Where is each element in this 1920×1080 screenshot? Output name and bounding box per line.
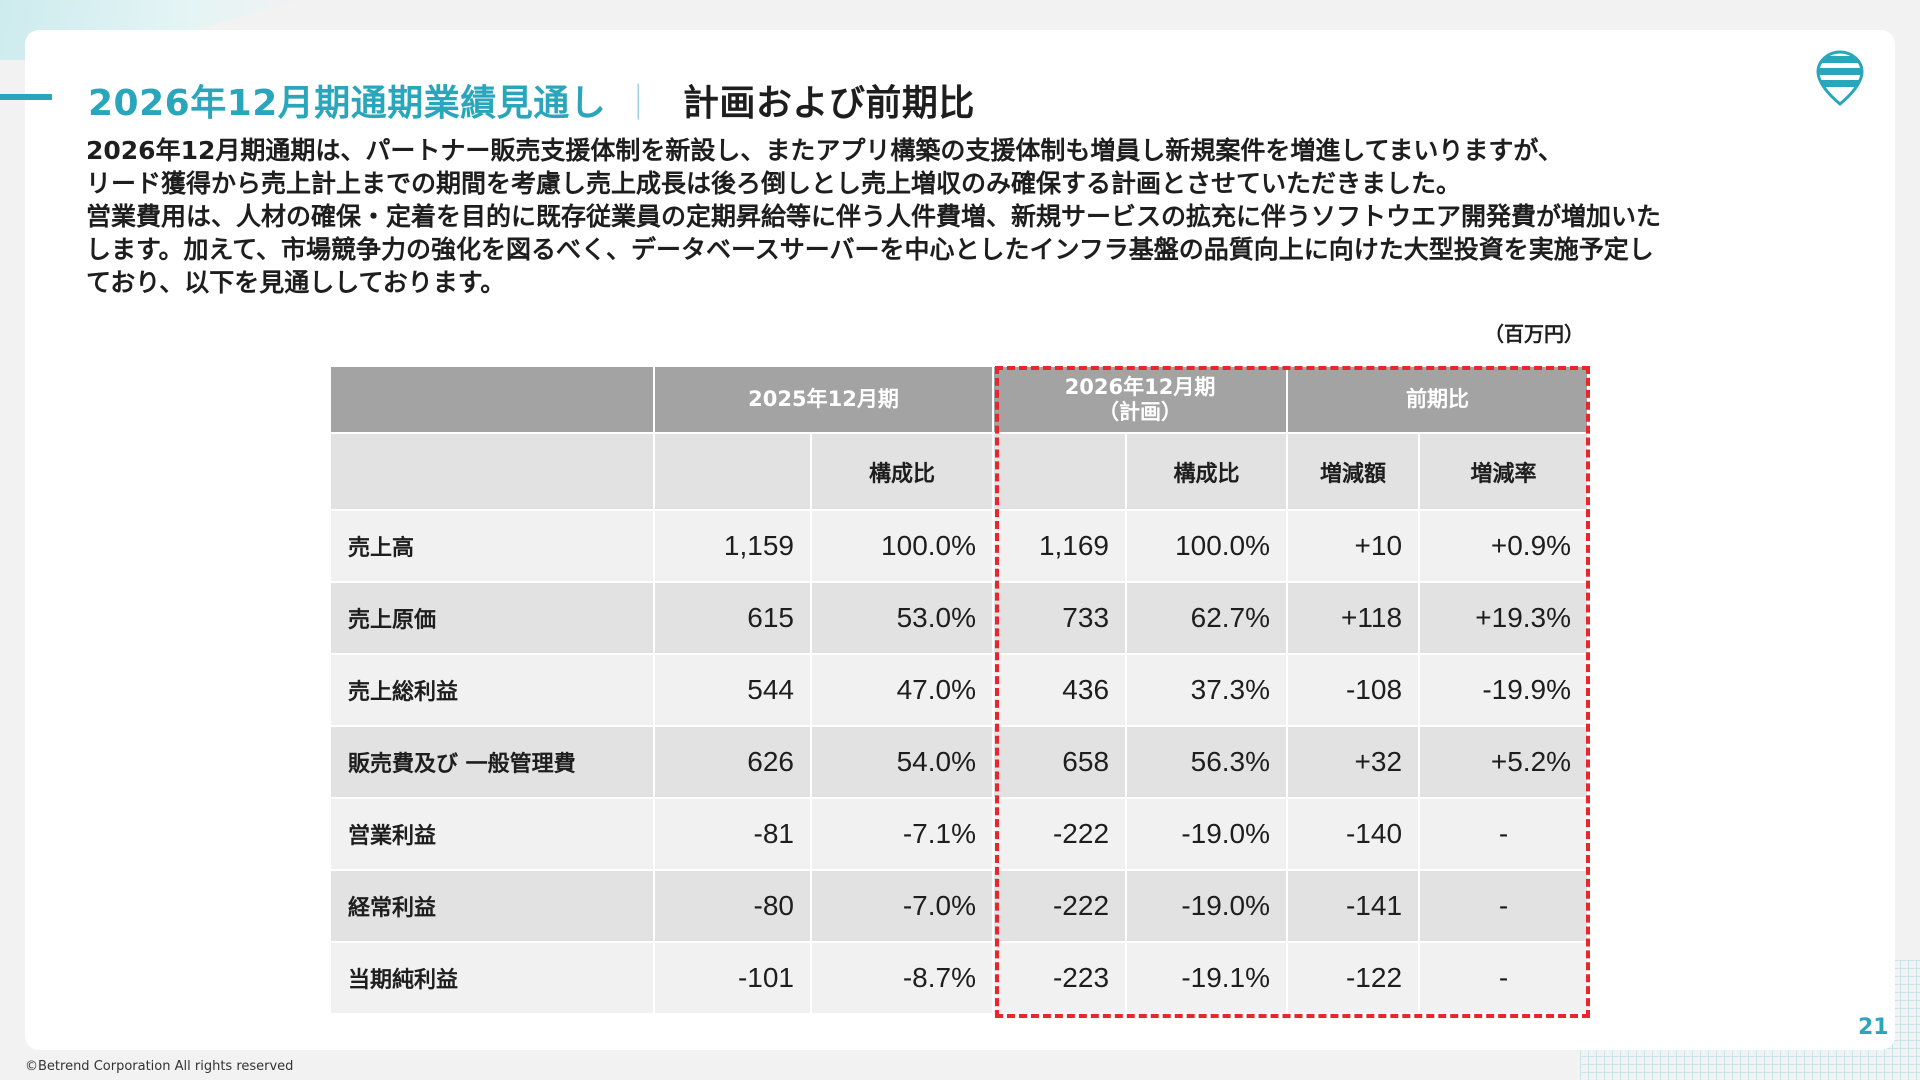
header-prior-period: 2025年12月期 [655, 367, 995, 434]
cell-plan: 1,169 [994, 511, 1128, 583]
row-label: 売上高 [331, 511, 655, 583]
cell-prior: -80 [655, 871, 812, 943]
cell-rate: +19.3% [1420, 583, 1590, 655]
cell-prior: -101 [655, 943, 812, 1015]
cell-plan-ratio: -19.0% [1127, 799, 1289, 871]
cell-prior: 1,159 [655, 511, 812, 583]
copyright: ©Betrend Corporation All rights reserved [25, 1059, 294, 1074]
header-blank [331, 367, 655, 434]
cell-change: -140 [1288, 799, 1421, 871]
header-yoy: 前期比 [1288, 367, 1590, 434]
header-plan-line1: 2026年12月期 [1064, 374, 1216, 399]
cell-prior-ratio: -7.1% [812, 799, 995, 871]
description-line: ており、以下を見通ししております。 [86, 268, 506, 297]
description-line: リード獲得から売上計上までの期間を考慮し売上成長は後ろ倒しとし売上増収のみ確保す… [86, 169, 1462, 198]
subheader-change-amount: 増減額 [1288, 434, 1421, 511]
cell-plan: 733 [994, 583, 1128, 655]
financial-table: 2025年12月期 2026年12月期 （計画） 前期比 構成比 構成比 増減額… [331, 367, 1590, 1015]
cell-prior: 626 [655, 727, 812, 799]
cell-plan: -222 [994, 871, 1128, 943]
subheader-prior-ratio: 構成比 [812, 434, 995, 511]
cell-plan-ratio: 100.0% [1127, 511, 1289, 583]
cell-rate: +0.9% [1420, 511, 1590, 583]
page-number: 21 [1858, 1015, 1889, 1040]
cell-change: +32 [1288, 727, 1421, 799]
row-label: 販売費及び 一般管理費 [331, 727, 655, 799]
row-label: 売上原価 [331, 583, 655, 655]
header-row-groups: 2025年12月期 2026年12月期 （計画） 前期比 [331, 367, 1590, 434]
cell-change: -141 [1288, 871, 1421, 943]
header-plan-line2: （計画） [1098, 399, 1183, 424]
cell-prior-ratio: -8.7% [812, 943, 995, 1015]
table-row: 売上原価 615 53.0% 733 62.7% +118 +19.3% [331, 583, 1590, 655]
cell-plan: -223 [994, 943, 1128, 1015]
cell-change: -122 [1288, 943, 1421, 1015]
table-row: 営業利益 -81 -7.1% -222 -19.0% -140 - [331, 799, 1590, 871]
title-sub: 計画および前期比 [682, 83, 975, 124]
cell-plan-ratio: 37.3% [1127, 655, 1289, 727]
title-separator: ｜ [620, 83, 657, 124]
row-label: 売上総利益 [331, 655, 655, 727]
cell-change: -108 [1288, 655, 1421, 727]
cell-prior-ratio: 53.0% [812, 583, 995, 655]
slide-title: 2026年12月期通期業績見通し ｜ 計画および前期比 [88, 74, 975, 126]
cell-prior-ratio: -7.0% [812, 871, 995, 943]
cell-plan: -222 [994, 799, 1128, 871]
cell-rate: - [1420, 871, 1590, 943]
description-line: 2026年12月期通期は、パートナー販売支援体制を新設し、またアプリ構築の支援体… [86, 136, 1563, 165]
cell-prior: 544 [655, 655, 812, 727]
cell-plan: 658 [994, 727, 1128, 799]
cell-plan-ratio: 62.7% [1127, 583, 1289, 655]
cell-prior: 615 [655, 583, 812, 655]
subheader-plan-ratio: 構成比 [1127, 434, 1289, 511]
betrend-logo-icon [1816, 50, 1864, 106]
cell-change: +118 [1288, 583, 1421, 655]
description-line: 営業費用は、人材の確保・定着を目的に既存従業員の定期昇給等に伴う人件費増、新規サ… [86, 202, 1662, 231]
subheader-prior-value [655, 434, 812, 511]
subheader-blank [331, 434, 655, 511]
table-row: 経常利益 -80 -7.0% -222 -19.0% -141 - [331, 871, 1590, 943]
cell-plan-ratio: 56.3% [1127, 727, 1289, 799]
row-label: 当期純利益 [331, 943, 655, 1015]
cell-prior-ratio: 47.0% [812, 655, 995, 727]
table-row: 売上総利益 544 47.0% 436 37.3% -108 -19.9% [331, 655, 1590, 727]
description: 2026年12月期通期は、パートナー販売支援体制を新設し、またアプリ構築の支援体… [86, 134, 1856, 299]
row-label: 経常利益 [331, 871, 655, 943]
header-row-subs: 構成比 構成比 増減額 増減率 [331, 434, 1590, 511]
cell-plan: 436 [994, 655, 1128, 727]
cell-plan-ratio: -19.0% [1127, 871, 1289, 943]
title-accent-bar [0, 94, 52, 100]
cell-prior: -81 [655, 799, 812, 871]
table-row: 売上高 1,159 100.0% 1,169 100.0% +10 +0.9% [331, 511, 1590, 583]
cell-plan-ratio: -19.1% [1127, 943, 1289, 1015]
cell-change: +10 [1288, 511, 1421, 583]
cell-rate: - [1420, 799, 1590, 871]
cell-prior-ratio: 54.0% [812, 727, 995, 799]
header-plan-period: 2026年12月期 （計画） [994, 367, 1289, 434]
row-label: 営業利益 [331, 799, 655, 871]
unit-label: （百万円） [1484, 322, 1584, 346]
table-row: 当期純利益 -101 -8.7% -223 -19.1% -122 - [331, 943, 1590, 1015]
subheader-plan-value [994, 434, 1128, 511]
cell-rate: +5.2% [1420, 727, 1590, 799]
title-main: 2026年12月期通期業績見通し [88, 83, 607, 124]
table-row: 販売費及び 一般管理費 626 54.0% 658 56.3% +32 +5.2… [331, 727, 1590, 799]
subheader-change-rate: 増減率 [1420, 434, 1590, 511]
description-line: します。加えて、市場競争力の強化を図るべく、データベースサーバーを中心としたイン… [86, 235, 1654, 264]
cell-rate: -19.9% [1420, 655, 1590, 727]
cell-prior-ratio: 100.0% [812, 511, 995, 583]
cell-rate: - [1420, 943, 1590, 1015]
